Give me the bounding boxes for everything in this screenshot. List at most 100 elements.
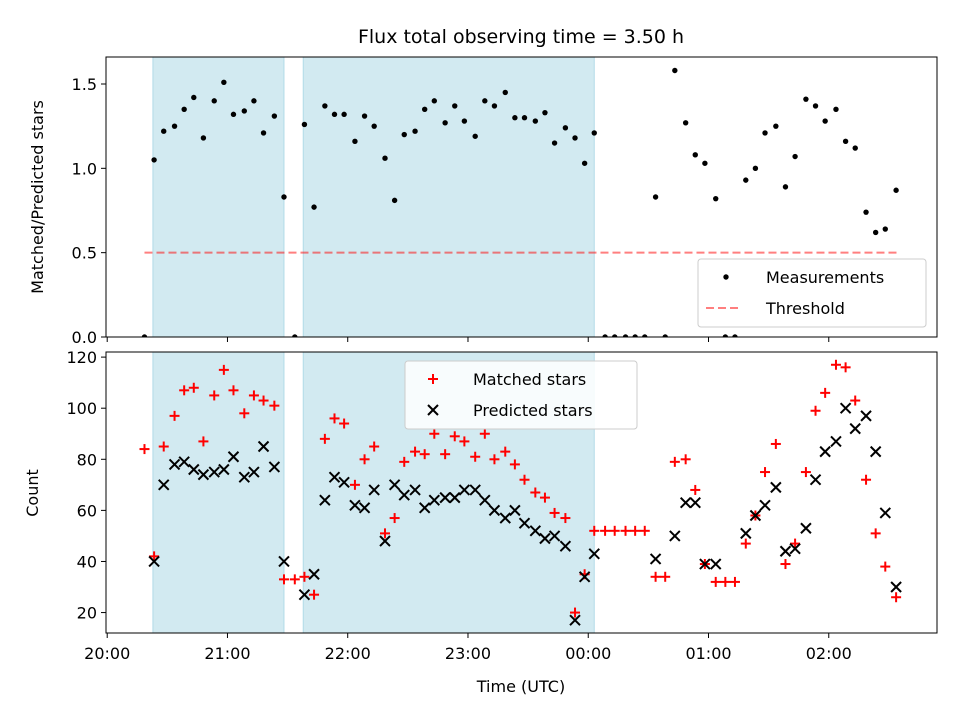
- data-point: [419, 449, 430, 460]
- data-point: [141, 334, 148, 337]
- data-point: [431, 98, 438, 104]
- data-point: [500, 446, 511, 457]
- data-point: [790, 538, 801, 549]
- data-point: [532, 118, 539, 124]
- data-point: [622, 334, 629, 337]
- x-axis-label: Time (UTC): [476, 677, 565, 696]
- bottom-panel: 20 40 60 80 100 120 20:00 21:00 22:00 23:00 00:00 0…: [66, 348, 938, 663]
- data-point: [449, 491, 461, 504]
- data-point: [299, 571, 310, 582]
- data-point: [509, 504, 521, 517]
- data-point: [188, 382, 199, 393]
- data-point: [470, 451, 481, 462]
- data-point: [308, 568, 320, 580]
- data-point: [702, 160, 708, 166]
- data-point: [722, 334, 729, 337]
- data-point: [238, 471, 251, 483]
- x-tick-label: 02:00: [806, 644, 852, 663]
- data-point: [399, 456, 410, 467]
- plot-layer: 0.0 0.5 1.0 1.5 Measurements Threshold 20 40 60 8…: [66, 56, 938, 663]
- data-point: [860, 410, 872, 422]
- data-point: [861, 474, 872, 485]
- data-point: [690, 484, 701, 495]
- data-point: [359, 454, 370, 465]
- data-point: [409, 484, 421, 496]
- data-point: [759, 499, 771, 511]
- data-point: [752, 165, 759, 172]
- data-point: [672, 67, 678, 74]
- data-point: [720, 576, 731, 587]
- data-point: [740, 527, 752, 540]
- data-point: [699, 558, 711, 570]
- data-point: [529, 525, 542, 537]
- data-point: [749, 509, 762, 522]
- data-point: [358, 502, 371, 514]
- data-point: [830, 435, 842, 448]
- data-point: [352, 138, 358, 145]
- x-tick-label: 01:00: [685, 644, 731, 663]
- top-shaded-span: [302, 56, 595, 338]
- data-point: [650, 571, 661, 582]
- top-y-axis-label: Matched/Predicted stars: [28, 100, 47, 294]
- data-point: [389, 513, 400, 524]
- data-point: [833, 106, 839, 112]
- data-point: [569, 614, 581, 626]
- data-point: [682, 120, 689, 126]
- data-point: [521, 115, 528, 121]
- bottom-legend: Matched stars Predicted stars: [404, 360, 638, 430]
- data-point: [669, 456, 680, 467]
- data-point: [512, 115, 518, 121]
- data-point: [200, 135, 207, 141]
- data-point: [491, 103, 498, 109]
- data-point: [459, 436, 470, 447]
- data-point: [773, 123, 779, 129]
- data-point: [502, 89, 508, 96]
- data-point: [198, 436, 209, 447]
- data-point: [602, 334, 608, 337]
- legend-marker-dot: [723, 274, 729, 280]
- data-point: [840, 362, 851, 373]
- data-point: [469, 484, 481, 496]
- data-point: [148, 555, 160, 568]
- data-point: [652, 194, 659, 200]
- y-tick-label: 0.0: [72, 328, 97, 347]
- data-point: [298, 588, 311, 601]
- y-tick-label: 60: [77, 501, 97, 520]
- data-point: [328, 471, 341, 483]
- data-point: [849, 422, 861, 435]
- data-point: [191, 94, 197, 101]
- data-point: [660, 571, 671, 582]
- data-point: [361, 113, 368, 119]
- data-point: [258, 395, 269, 406]
- data-point: [551, 140, 558, 146]
- data-point: [572, 135, 578, 141]
- data-point: [181, 106, 187, 112]
- top-shaded-span: [152, 56, 285, 338]
- data-point: [562, 125, 569, 131]
- data-point: [680, 454, 691, 465]
- data-point: [418, 502, 431, 514]
- data-point: [209, 390, 220, 401]
- data-point: [218, 463, 230, 476]
- data-point: [158, 441, 169, 452]
- legend-label: Matched stars: [473, 370, 586, 389]
- data-point: [139, 444, 150, 455]
- y-tick-label: 0.5: [72, 244, 97, 263]
- data-point: [810, 405, 821, 416]
- data-point: [588, 548, 600, 560]
- data-point: [472, 133, 478, 139]
- data-point: [499, 512, 511, 524]
- bottom-shaded-span: [152, 351, 285, 634]
- bottom-series-x: [148, 402, 902, 626]
- data-point: [669, 530, 681, 542]
- data-point: [770, 481, 782, 494]
- data-point: [560, 513, 571, 524]
- data-point: [251, 98, 257, 104]
- data-point: [842, 138, 849, 145]
- data-point: [713, 195, 719, 202]
- data-point: [488, 504, 501, 517]
- data-point: [208, 466, 220, 478]
- data-point: [398, 489, 410, 501]
- data-point: [760, 467, 771, 478]
- data-point: [338, 476, 350, 488]
